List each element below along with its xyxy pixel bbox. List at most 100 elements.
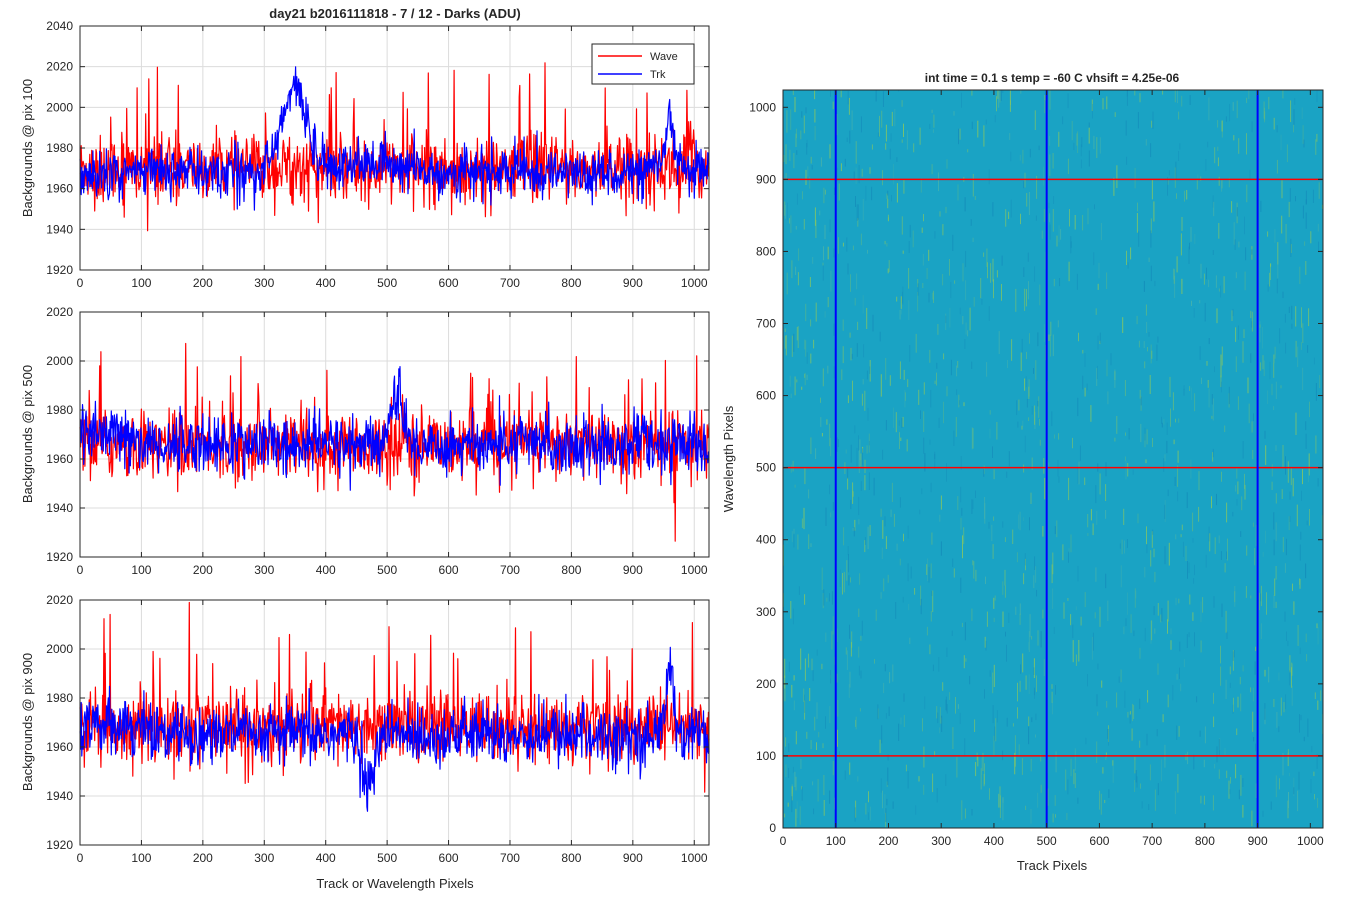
x-tick-label: 200: [193, 276, 213, 290]
y-tick-label: 1940: [46, 789, 73, 803]
y-tick-label: 1000: [749, 100, 776, 114]
x-tick-label: 500: [377, 276, 397, 290]
x-tick-label: 100: [131, 851, 151, 865]
x-tick-label: 700: [1142, 834, 1162, 848]
panel-pix-900: 0 100 200 300 400 500 600 700 800 900 1000 1920 194…: [20, 593, 710, 891]
y-tick-label: 200: [756, 677, 776, 691]
heatmap-title: int time = 0.1 s temp = -60 C vhsift = 4…: [925, 71, 1180, 85]
series-line-trk: [79, 66, 710, 211]
x-tick-label: 300: [931, 834, 951, 848]
y-tick-label: 1960: [46, 452, 73, 466]
x-tick-label: 900: [1248, 834, 1268, 848]
x-tick-label: 500: [377, 563, 397, 577]
y-tick-label: 2000: [46, 642, 73, 656]
y-tick-label: 1960: [46, 740, 73, 754]
y-tick-label: 800: [756, 244, 776, 258]
series-lines: [79, 62, 710, 232]
x-tick-label: 0: [77, 851, 84, 865]
x-tick-label: 300: [254, 276, 274, 290]
y-tick-label: 700: [756, 317, 776, 331]
x-tick-label: 800: [561, 851, 581, 865]
y-tick-label: 100: [756, 749, 776, 763]
y-tick-label: 0: [769, 821, 776, 835]
y-ticks: 1920 1940 1960 1980 2000 2020: [46, 305, 709, 564]
x-tick-label: 400: [316, 851, 336, 865]
x-tick-label: 1000: [681, 276, 708, 290]
x-tick-label: 400: [984, 834, 1004, 848]
x-tick-label: 100: [826, 834, 846, 848]
y-axis-label: Backgrounds @ pix 500: [20, 365, 35, 503]
x-tick-label: 1000: [1297, 834, 1324, 848]
x-tick-label: 0: [77, 276, 84, 290]
x-tick-label: 1000: [681, 563, 708, 577]
x-tick-label: 0: [780, 834, 787, 848]
y-tick-label: 300: [756, 605, 776, 619]
x-ticks: 0 100 200 300 400 500 600 700 800 900 1000: [780, 90, 1324, 848]
x-tick-label: 300: [254, 851, 274, 865]
axes-box: [79, 599, 710, 846]
legend-box: [591, 43, 695, 85]
heatmap-x-axis-label: Track Pixels: [1017, 858, 1088, 873]
x-tick-label: 600: [439, 276, 459, 290]
x-tick-label: 500: [1037, 834, 1057, 848]
x-tick-label: 100: [131, 276, 151, 290]
x-tick-label: 600: [1089, 834, 1109, 848]
x-tick-label: 900: [623, 851, 643, 865]
heatmap-axes-box: [782, 89, 1324, 829]
x-tick-label: 700: [500, 851, 520, 865]
y-tick-label: 400: [756, 533, 776, 547]
series-line-trk: [79, 366, 710, 491]
series-lines: [79, 601, 710, 812]
heatmap-panel: int time = 0.1 s temp = -60 C vhsift = 4…: [721, 71, 1324, 873]
x-tick-label: 800: [561, 563, 581, 577]
y-tick-label: 1980: [46, 691, 73, 705]
y-tick-label: 2000: [46, 354, 73, 368]
y-ticks: 1920 1940 1960 1980 2000 2020 2040: [46, 19, 709, 277]
y-tick-label: 1980: [46, 403, 73, 417]
x-tick-label: 300: [254, 563, 274, 577]
y-ticks: 0 100 200 300 400 500 600 700 800 900 1000: [749, 100, 1323, 835]
x-tick-label: 600: [439, 563, 459, 577]
y-tick-label: 500: [756, 461, 776, 475]
y-tick-label: 2020: [46, 60, 73, 74]
y-tick-label: 1960: [46, 182, 73, 196]
x-tick-label: 200: [193, 851, 213, 865]
y-tick-label: 2000: [46, 100, 73, 114]
panel-pix-500: 0 100 200 300 400 500 600 700 800 900 1000 1920 194…: [20, 305, 710, 577]
legend-label-wave: Wave: [650, 51, 678, 63]
x-tick-label: 600: [439, 851, 459, 865]
y-tick-label: 2020: [46, 593, 73, 607]
panel-pix-100: day21 b2016111818 - 7 / 12 - Darks (ADU)…: [20, 6, 710, 290]
y-tick-label: 2020: [46, 305, 73, 319]
x-tick-label: 900: [623, 276, 643, 290]
y-ticks: 1920 1940 1960 1980 2000 2020: [46, 593, 709, 852]
legend-label-trk: Trk: [650, 69, 666, 81]
x-tick-label: 800: [1195, 834, 1215, 848]
x-tick-label: 900: [623, 563, 643, 577]
heatmap-y-axis-label: Wavelength Pixels: [721, 405, 736, 512]
series-line-trk: [79, 646, 710, 812]
x-tick-label: 400: [316, 563, 336, 577]
y-tick-label: 600: [756, 389, 776, 403]
x-ticks: 0 100 200 300 400 500 600 700 800 900 1000: [77, 26, 708, 290]
legend: Wave Trk: [591, 43, 695, 85]
x-tick-label: 500: [377, 851, 397, 865]
x-tick-label: 0: [77, 563, 84, 577]
y-tick-label: 1920: [46, 263, 73, 277]
y-tick-label: 1920: [46, 550, 73, 564]
x-tick-label: 800: [561, 276, 581, 290]
y-tick-label: 900: [756, 172, 776, 186]
x-tick-label: 700: [500, 276, 520, 290]
x-tick-label: 1000: [681, 851, 708, 865]
y-tick-label: 2040: [46, 19, 73, 33]
series-lines: [79, 342, 710, 542]
y-tick-label: 1940: [46, 501, 73, 515]
marker-lines: [783, 90, 1323, 828]
x-tick-label: 100: [131, 563, 151, 577]
x-tick-label: 200: [878, 834, 898, 848]
y-tick-label: 1940: [46, 222, 73, 236]
y-tick-label: 1920: [46, 838, 73, 852]
x-ticks: 0 100 200 300 400 500 600 700 800 900 1000: [77, 600, 708, 865]
axes-box: [79, 311, 710, 558]
